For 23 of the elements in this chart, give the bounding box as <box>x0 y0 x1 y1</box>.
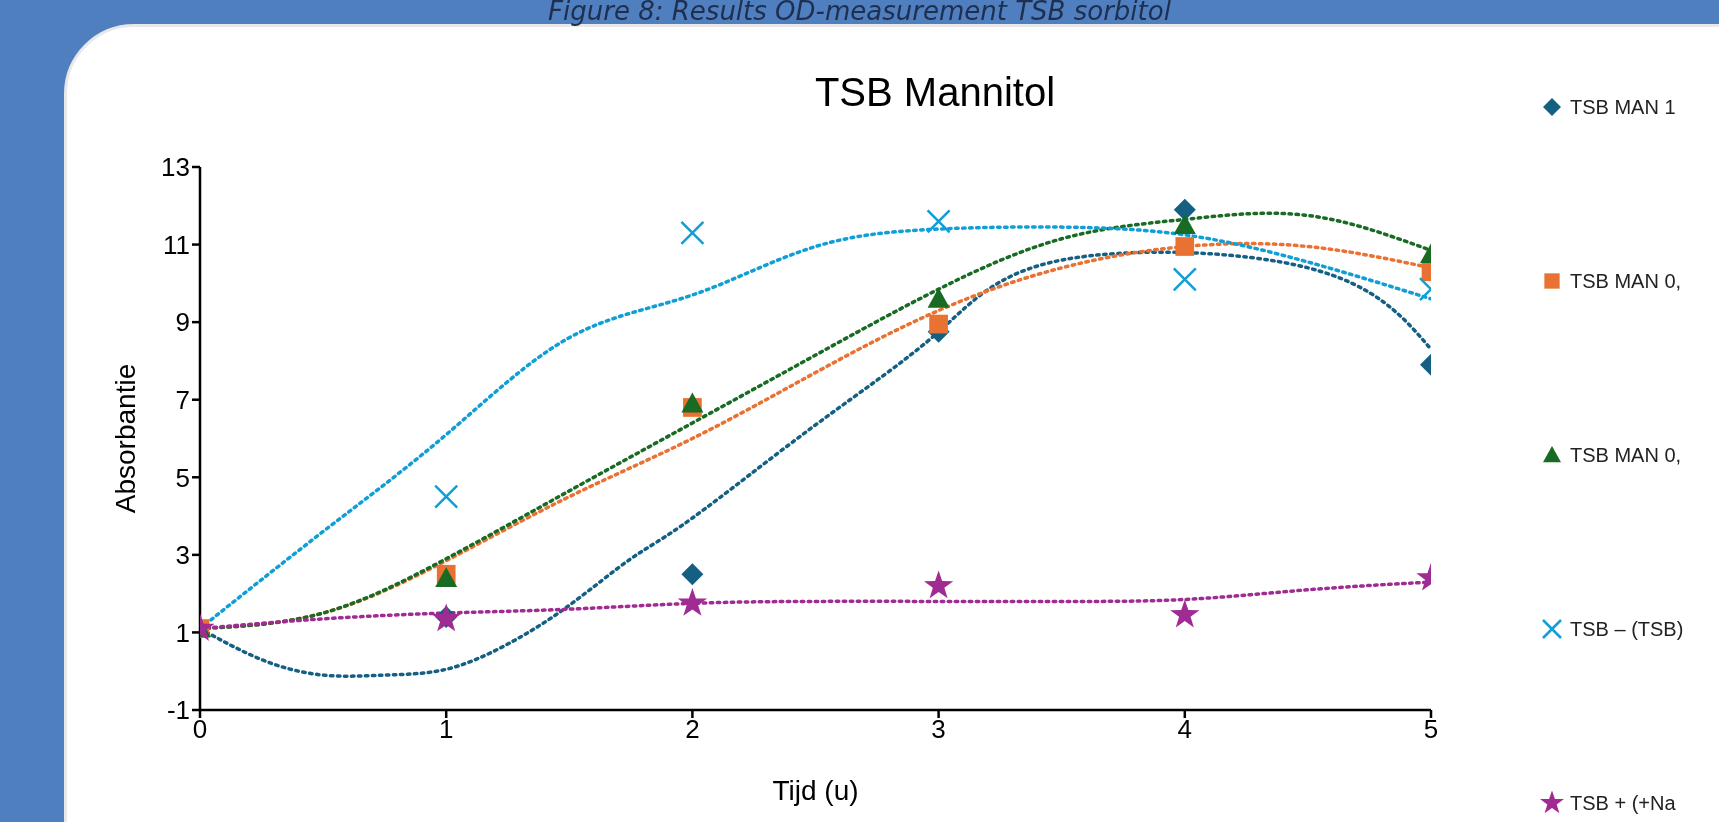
x-tick-label: 0 <box>192 714 208 745</box>
legend-label: TSB + (+Na <box>1570 791 1676 815</box>
y-tick-label: 1 <box>175 617 190 648</box>
y-tick-label: 13 <box>161 152 190 183</box>
y-tick-label: -1 <box>166 695 190 726</box>
chart-title: TSB Mannitol <box>813 70 1057 115</box>
y-tick-label: 11 <box>163 229 190 260</box>
legend-label: TSB MAN 0, <box>1570 269 1682 293</box>
x-tick-label: 5 <box>1423 714 1439 745</box>
x-tick-label: 4 <box>1177 714 1193 745</box>
y-tick-label: 3 <box>175 540 190 571</box>
legend-label: TSB MAN 0, <box>1570 443 1682 467</box>
caption: Figure 8: Results OD-measurement TSB sorbitol <box>547 0 1172 26</box>
x-tick-label: 2 <box>685 714 700 745</box>
x-axis-title: Tijd (u) <box>772 774 859 806</box>
x-tick-label: 1 <box>438 714 454 745</box>
y-tick-label: 7 <box>175 384 190 415</box>
legend-label: TSB – (TSB) <box>1570 617 1684 641</box>
x-tick-label: 3 <box>931 714 946 745</box>
y-axis-title: Absorbantie <box>109 363 141 514</box>
y-tick-label: 5 <box>175 462 190 493</box>
legend-label: TSB MAN 1 <box>1570 95 1676 119</box>
y-tick-label: 9 <box>175 307 190 338</box>
